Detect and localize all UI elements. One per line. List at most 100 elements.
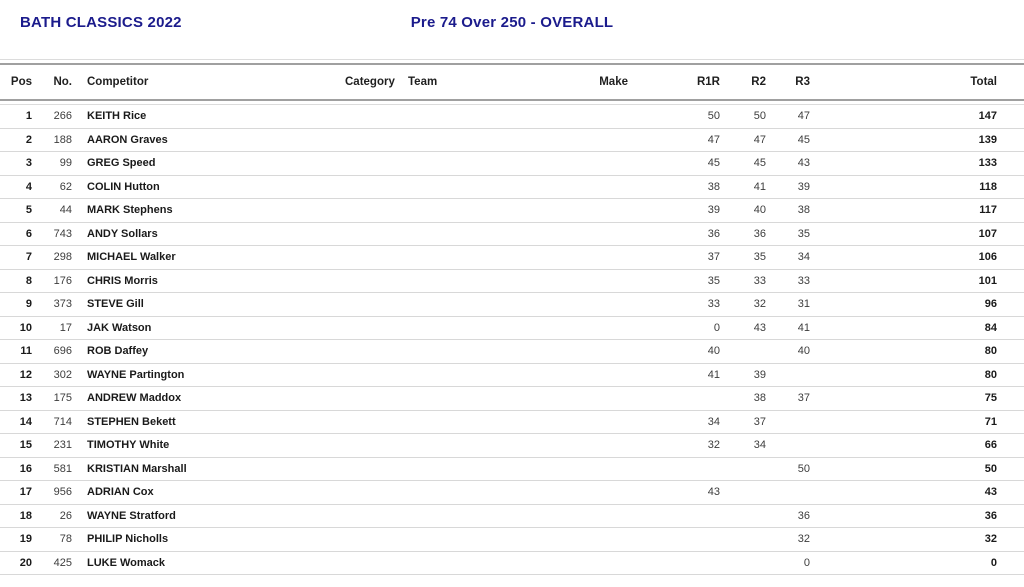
cell-pos: 19 [19, 533, 32, 546]
cell-competitor: TIMOTHY White [87, 439, 170, 452]
cell-no: 956 [53, 486, 72, 499]
cell-pos: 20 [19, 556, 32, 569]
cell-r2: 33 [753, 274, 766, 287]
table-header-row: Pos No. Competitor Category Team Make R1… [0, 65, 1024, 99]
cell-r2: 45 [753, 157, 766, 170]
cell-pos: 5 [25, 204, 32, 217]
cell-r1r: 43 [707, 486, 720, 499]
cell-competitor: AARON Graves [87, 133, 168, 146]
cell-r1r: 37 [707, 251, 720, 264]
cell-r3: 45 [797, 133, 810, 146]
cell-total: 106 [978, 251, 997, 264]
cell-pos: 10 [19, 321, 32, 334]
cell-pos: 14 [19, 415, 32, 428]
cell-r3: 0 [803, 556, 810, 569]
cell-competitor: KRISTIAN Marshall [87, 462, 187, 475]
cell-r1r: 36 [707, 227, 720, 240]
cell-r2: 40 [753, 204, 766, 217]
cell-r3: 40 [797, 345, 810, 358]
table-row: 9 373 STEVE Gill 33 32 31 96 [0, 293, 1024, 317]
cell-r1r: 45 [707, 157, 720, 170]
column-header-no: No. [53, 76, 72, 88]
table-row: 6 743 ANDY Sollars 36 36 35 107 [0, 222, 1024, 246]
cell-no: 176 [53, 274, 72, 287]
cell-no: 62 [59, 180, 72, 193]
table-row: 2 188 AARON Graves 47 47 45 139 [0, 128, 1024, 152]
cell-total: 75 [984, 392, 997, 405]
column-header-competitor: Competitor [87, 76, 149, 88]
cell-pos: 8 [25, 274, 32, 287]
cell-r1r: 34 [707, 415, 720, 428]
cell-total: 84 [984, 321, 997, 334]
cell-pos: 3 [25, 157, 32, 170]
cell-total: 36 [984, 509, 997, 522]
cell-r1r: 40 [707, 345, 720, 358]
cell-pos: 11 [20, 345, 32, 358]
results-table: Pos No. Competitor Category Team Make R1… [0, 59, 1024, 575]
cell-competitor: CHRIS Morris [87, 274, 158, 287]
cell-r3: 33 [797, 274, 810, 287]
cell-total: 147 [978, 110, 997, 123]
cell-pos: 18 [19, 509, 32, 522]
table-row: 10 17 JAK Watson 0 43 41 84 [0, 316, 1024, 340]
table-row: 8 176 CHRIS Morris 35 33 33 101 [0, 269, 1024, 293]
cell-r2: 34 [753, 439, 766, 452]
cell-pos: 4 [25, 180, 32, 193]
table-row: 12 302 WAYNE Partington 41 39 80 [0, 363, 1024, 387]
cell-r3: 32 [797, 533, 810, 546]
cell-competitor: LUKE Womack [87, 556, 166, 569]
column-header-category: Category [345, 76, 395, 88]
column-header-r1r: R1R [696, 76, 720, 88]
cell-total: 107 [978, 227, 997, 240]
cell-total: 50 [984, 462, 997, 475]
cell-r1r: 32 [707, 439, 720, 452]
cell-no: 78 [59, 533, 72, 546]
cell-total: 80 [984, 345, 997, 358]
cell-total: 118 [979, 180, 997, 193]
cell-pos: 6 [25, 227, 32, 240]
table-row: 16 581 KRISTIAN Marshall 50 50 [0, 457, 1024, 481]
cell-r3: 36 [797, 509, 810, 522]
table-row: 17 956 ADRIAN Cox 43 43 [0, 481, 1024, 505]
cell-total: 0 [990, 556, 997, 569]
column-header-total: Total [970, 76, 997, 88]
cell-r3: 34 [797, 251, 810, 264]
event-title: BATH CLASSICS 2022 [20, 14, 182, 31]
cell-competitor: ROB Daffey [87, 345, 149, 358]
cell-total: 43 [984, 486, 997, 499]
class-title: Pre 74 Over 250 - OVERALL [410, 14, 614, 31]
cell-no: 373 [53, 298, 72, 311]
cell-no: 188 [53, 133, 72, 146]
cell-r1r: 50 [707, 110, 720, 123]
cell-no: 696 [53, 345, 72, 358]
cell-competitor: KEITH Rice [87, 110, 147, 123]
table-row: 13 175 ANDREW Maddox 38 37 75 [0, 387, 1024, 411]
table-row: 14 714 STEPHEN Bekett 34 37 71 [0, 410, 1024, 434]
table-row: 15 231 TIMOTHY White 32 34 66 [0, 434, 1024, 458]
cell-pos: 12 [19, 368, 32, 381]
cell-pos: 15 [19, 439, 32, 452]
cell-r3: 37 [797, 392, 810, 405]
cell-total: 117 [979, 204, 997, 217]
cell-pos: 7 [25, 251, 32, 264]
cell-no: 581 [53, 462, 72, 475]
table-row: 4 62 COLIN Hutton 38 41 39 118 [0, 175, 1024, 199]
cell-total: 71 [984, 415, 997, 428]
cell-r2: 47 [753, 133, 766, 146]
cell-r3: 35 [797, 227, 810, 240]
column-header-make: Make [599, 76, 628, 88]
cell-r2: 37 [753, 415, 766, 428]
cell-no: 714 [53, 415, 72, 428]
cell-r1r: 47 [707, 133, 720, 146]
header-bottom-rule [0, 99, 1024, 105]
cell-competitor: COLIN Hutton [87, 180, 160, 193]
table-top-rule [0, 59, 1024, 65]
cell-r3: 50 [797, 462, 810, 475]
cell-r2: 50 [753, 110, 766, 123]
cell-no: 302 [53, 368, 72, 381]
cell-r2: 38 [753, 392, 766, 405]
column-header-r3: R3 [795, 76, 810, 88]
column-header-team: Team [408, 76, 438, 88]
table-row: 18 26 WAYNE Stratford 36 36 [0, 504, 1024, 528]
